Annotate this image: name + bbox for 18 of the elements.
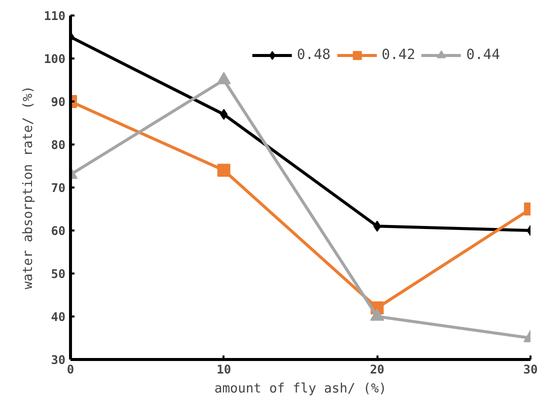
y-axis-title: water absorption rate/ (%): [20, 86, 36, 290]
x-tick-label: 10: [216, 362, 232, 376]
x-tick-label: 0: [66, 362, 74, 376]
y-tick-label: 50: [51, 267, 66, 281]
y-tick-label: 100: [44, 52, 66, 66]
y-tick-label: 110: [44, 9, 66, 23]
legend-label: 0.44: [466, 47, 500, 63]
x-axis-title: amount of fly ash/ (%): [214, 382, 387, 396]
y-tick-label: 30: [51, 353, 66, 367]
y-tick-label: 40: [51, 310, 66, 324]
legend-label: 0.42: [382, 47, 416, 63]
y-tick-label: 70: [51, 181, 66, 195]
legend-label: 0.48: [296, 47, 331, 63]
y-tick-label: 60: [51, 224, 66, 238]
y-tick-label: 90: [51, 95, 66, 109]
y-tick-label: 80: [51, 138, 66, 152]
x-tick-label: 30: [523, 362, 538, 376]
x-tick-label: 20: [370, 362, 384, 376]
